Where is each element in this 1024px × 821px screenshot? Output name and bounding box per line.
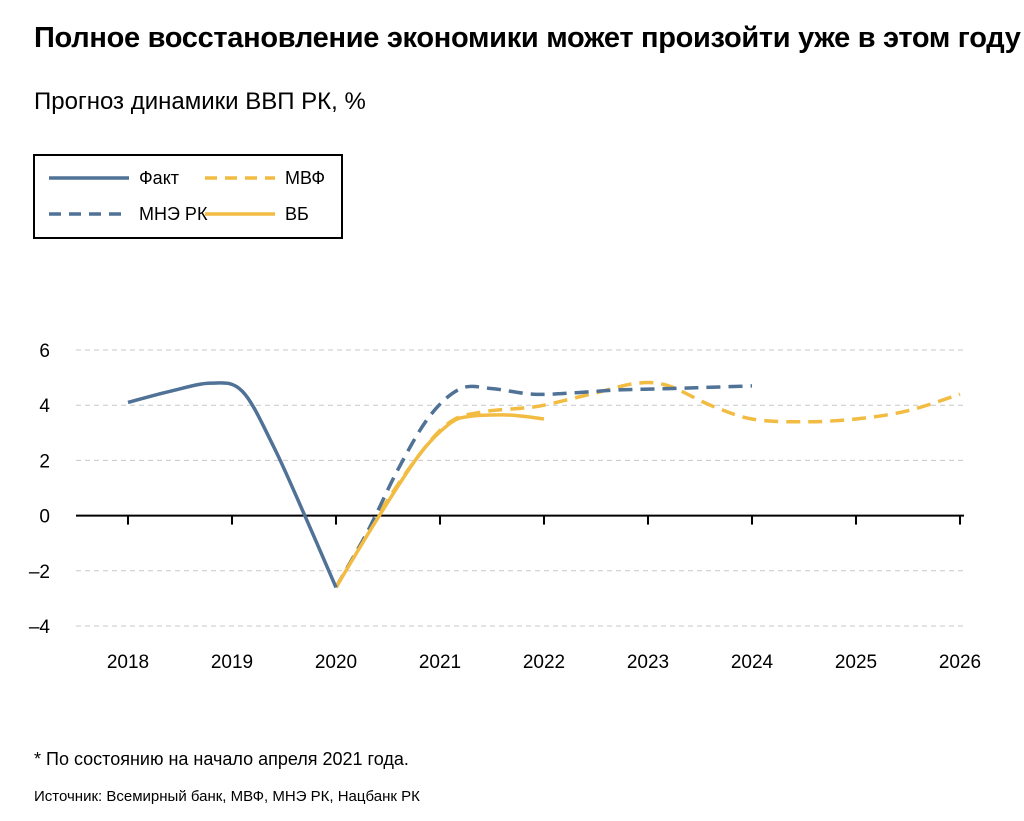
footnote: * По состоянию на начало апреля 2021 год… bbox=[34, 749, 409, 769]
legend-item-imf: МВФ bbox=[205, 166, 325, 190]
y-tick-label: 4 bbox=[39, 396, 50, 417]
series-line-imf bbox=[334, 380, 961, 589]
x-tick-label: 2024 bbox=[731, 652, 774, 673]
series-line-wb bbox=[334, 413, 545, 589]
legend-item-wb: ВБ bbox=[205, 202, 309, 226]
y-tick-label: 6 bbox=[39, 341, 50, 362]
y-tick-label: 2 bbox=[39, 451, 50, 472]
y-tick-label: –2 bbox=[29, 562, 50, 583]
series-lines bbox=[127, 380, 961, 589]
x-tick-label: 2018 bbox=[107, 652, 149, 673]
legend-swatch-fact bbox=[49, 176, 129, 180]
legend-label-fact: Факт bbox=[139, 167, 180, 188]
source-note: Источник: Всемирный банк, МВФ, МНЭ РК, Н… bbox=[34, 788, 420, 805]
series-line-mne bbox=[334, 384, 753, 589]
y-tick-label: 0 bbox=[39, 507, 50, 528]
chart-title: Полное восстановление экономики может пр… bbox=[34, 22, 1021, 54]
x-tick-label: 2022 bbox=[523, 652, 565, 673]
legend-item-fact: Факт bbox=[49, 166, 179, 190]
legend-item-mne: МНЭ РК bbox=[49, 202, 207, 226]
legend-label-wb: ВБ bbox=[285, 203, 309, 224]
series-line-fact bbox=[127, 381, 338, 589]
x-tick-label: 2019 bbox=[211, 652, 253, 673]
axes bbox=[76, 514, 964, 525]
legend-label-imf: МВФ bbox=[285, 167, 326, 188]
x-tick-label: 2020 bbox=[315, 652, 357, 673]
tick-labels: –4 –2 0 2 4 6 2018 2019 2020 2021 2022 2023 2024 2025… bbox=[29, 341, 981, 673]
chart-subtitle: Прогноз динамики ВВП РК, % bbox=[34, 88, 366, 115]
legend-label-mne: МНЭ РК bbox=[139, 203, 208, 224]
legend-swatch-imf bbox=[205, 176, 275, 180]
x-tick-label: 2023 bbox=[627, 652, 669, 673]
legend: Факт МВФ МНЭ РК ВБ bbox=[33, 154, 343, 239]
legend-swatch-wb bbox=[205, 212, 275, 216]
gridlines bbox=[76, 349, 964, 627]
x-tick-label: 2026 bbox=[939, 652, 981, 673]
x-tick-label: 2025 bbox=[835, 652, 877, 673]
x-tick-label: 2021 bbox=[419, 652, 461, 673]
legend-swatch-mne bbox=[49, 212, 129, 216]
y-tick-label: –4 bbox=[29, 617, 51, 638]
